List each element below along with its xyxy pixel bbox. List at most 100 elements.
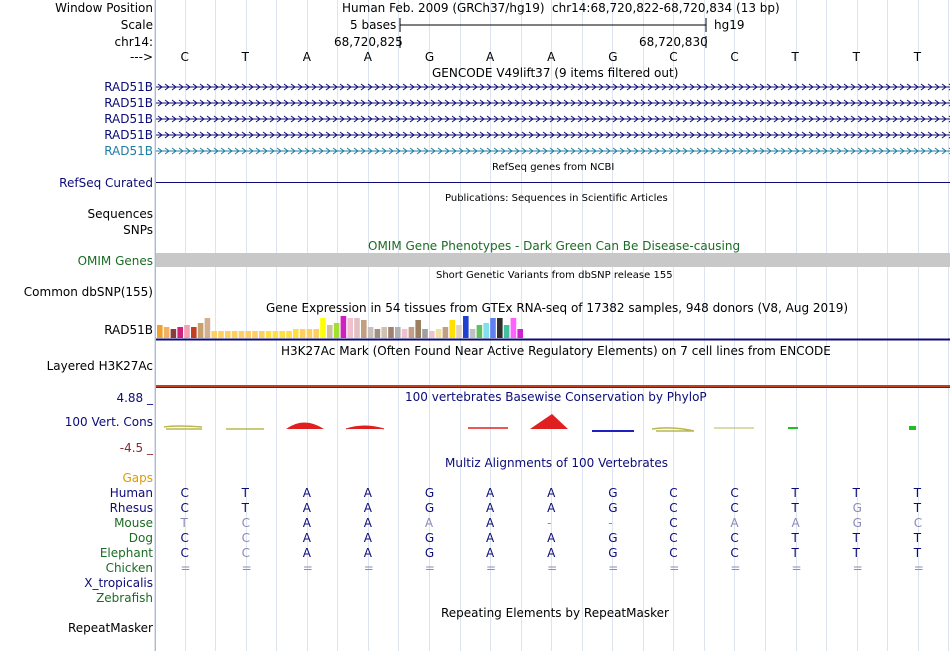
strand-chevron	[577, 147, 583, 155]
strand-chevron	[206, 131, 212, 139]
strand-chevron	[682, 99, 688, 107]
strand-chevron	[913, 131, 919, 139]
phylop-ymax: 4.88 _	[116, 391, 153, 405]
strand-chevron	[584, 131, 590, 139]
gtex-track-label[interactable]: RAD51B	[104, 323, 153, 337]
strand-chevron	[381, 83, 387, 91]
strand-chevron	[528, 99, 534, 107]
grid-line	[276, 0, 278, 651]
gtex-tissue-bar	[177, 327, 183, 338]
strand-chevron	[717, 147, 723, 155]
strand-chevron	[570, 147, 576, 155]
omim-gene-bar[interactable]	[156, 253, 950, 267]
gencode-item-label[interactable]: RAD51B	[104, 144, 153, 158]
pubs-snps-label[interactable]: SNPs	[123, 223, 153, 237]
phylop-graph[interactable]	[156, 410, 950, 440]
grid-line	[612, 0, 614, 651]
strand-chevron	[696, 99, 702, 107]
gtex-tissue-bar	[170, 329, 177, 338]
strand-chevron	[402, 115, 408, 123]
alignment-base: G	[852, 516, 862, 530]
gencode-gene-lines[interactable]	[156, 80, 950, 160]
strand-chevron	[381, 131, 387, 139]
strand-chevron	[241, 131, 247, 139]
strand-chevron	[339, 147, 345, 155]
strand-chevron	[479, 83, 485, 91]
strand-chevron	[521, 131, 527, 139]
strand-chevron	[339, 99, 345, 107]
strand-chevron	[598, 147, 604, 155]
pubs-sequences-label[interactable]: Sequences	[87, 207, 153, 221]
strand-chevron	[220, 131, 226, 139]
strand-chevron	[381, 147, 387, 155]
left-label-divider	[155, 0, 156, 651]
strand-chevron	[829, 131, 835, 139]
strand-chevron	[605, 115, 611, 123]
species-label: Chicken	[105, 561, 153, 575]
strand-chevron	[465, 115, 471, 123]
strand-chevron	[808, 131, 814, 139]
strand-arrow-label: --->	[129, 50, 153, 64]
phylop-track-label[interactable]: 100 Vert. Cons	[64, 415, 153, 429]
strand-chevron	[325, 115, 331, 123]
gtex-tissue-bar	[429, 331, 435, 338]
strand-chevron	[647, 131, 653, 139]
strand-chevron	[675, 83, 681, 91]
strand-chevron	[878, 131, 884, 139]
alignment-base: A	[547, 501, 556, 515]
gencode-item-label[interactable]: RAD51B	[104, 96, 153, 110]
strand-chevron	[626, 99, 632, 107]
strand-chevron	[731, 115, 737, 123]
strand-chevron	[836, 131, 842, 139]
species-label: Human	[109, 486, 153, 500]
strand-chevron	[374, 115, 380, 123]
gencode-item-label[interactable]: RAD51B	[104, 112, 153, 126]
strand-chevron	[332, 115, 338, 123]
strand-chevron	[514, 147, 520, 155]
dbsnp-track-label[interactable]: Common dbSNP(155)	[23, 285, 153, 299]
strand-chevron	[745, 115, 751, 123]
h3k27ac-signal[interactable]	[156, 385, 950, 388]
gencode-item-label[interactable]: RAD51B	[104, 80, 153, 94]
refseq-track-label[interactable]: RefSeq Curated	[59, 176, 153, 190]
strand-chevron	[318, 83, 324, 91]
strand-chevron	[318, 115, 324, 123]
strand-chevron	[213, 147, 219, 155]
strand-chevron	[633, 115, 639, 123]
strand-chevron	[535, 83, 541, 91]
strand-chevron	[192, 115, 198, 123]
strand-chevron	[920, 83, 926, 91]
gtex-bar-graph[interactable]	[156, 314, 950, 342]
strand-chevron	[591, 83, 597, 91]
strand-chevron	[822, 131, 828, 139]
strand-chevron	[479, 147, 485, 155]
omim-track-label[interactable]: OMIM Genes	[77, 254, 153, 268]
strand-chevron	[353, 99, 359, 107]
strand-chevron	[472, 115, 478, 123]
strand-chevron	[864, 83, 870, 91]
refseq-gene-line[interactable]	[156, 182, 950, 183]
alignment-base: T	[913, 501, 922, 515]
strand-chevron	[626, 115, 632, 123]
strand-chevron	[304, 131, 310, 139]
gencode-item-label[interactable]: RAD51B	[104, 128, 153, 142]
alignment-base: G	[608, 546, 618, 560]
strand-chevron	[605, 147, 611, 155]
strand-chevron	[906, 83, 912, 91]
strand-chevron	[549, 115, 555, 123]
h3k27ac-track-label[interactable]: Layered H3K27Ac	[46, 359, 153, 373]
strand-chevron	[192, 131, 198, 139]
strand-chevron	[633, 131, 639, 139]
alignment-base: T	[791, 546, 799, 560]
strand-chevron	[437, 99, 443, 107]
gtex-tissue-bar	[381, 327, 387, 338]
rmsk-track-label[interactable]: RepeatMasker	[67, 621, 153, 635]
base-letter: T	[791, 50, 799, 64]
strand-chevron	[444, 131, 450, 139]
strand-chevron	[787, 99, 793, 107]
strand-chevron	[164, 147, 170, 155]
strand-chevron	[570, 99, 576, 107]
strand-chevron	[899, 147, 905, 155]
strand-chevron	[549, 131, 555, 139]
strand-chevron	[451, 131, 457, 139]
